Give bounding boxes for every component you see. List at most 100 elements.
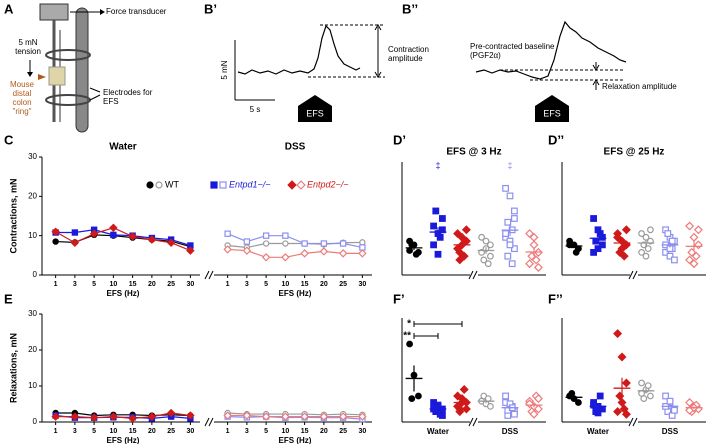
- marker: [617, 244, 627, 254]
- x-tick-label: 15: [301, 428, 309, 435]
- marker: [166, 238, 176, 247]
- stimulus-label: EFS: [306, 108, 324, 118]
- axis-break: [468, 270, 474, 280]
- marker: [617, 398, 627, 407]
- marker: [668, 237, 676, 245]
- marker: [338, 412, 348, 421]
- axis-break: [628, 417, 634, 427]
- marker: [613, 407, 623, 417]
- marker: [301, 240, 308, 247]
- x-tick-label: 3: [73, 281, 77, 288]
- marker: [504, 218, 512, 226]
- x-axis-label: EFS (Hz): [279, 436, 312, 444]
- label: Pre-contracted baseline (PGF2α): [470, 42, 555, 60]
- marker: [638, 248, 645, 256]
- y-tick-label: 0: [33, 417, 38, 426]
- stimulus-label: EFS: [543, 108, 561, 118]
- scale-label: 5 s: [250, 105, 261, 114]
- stimulus-marker: [298, 95, 332, 122]
- marker: [566, 241, 573, 249]
- group-label: Water: [587, 427, 609, 436]
- marker: [439, 215, 446, 222]
- marker: [262, 240, 270, 247]
- x-tick-label: 15: [129, 428, 137, 435]
- marker: [287, 180, 297, 190]
- marker: [478, 233, 486, 241]
- marker: [282, 240, 289, 247]
- marker: [358, 249, 367, 258]
- x-tick-label: 15: [301, 281, 309, 288]
- marker: [647, 226, 654, 234]
- group-label: Water: [427, 427, 449, 436]
- marker: [408, 395, 416, 403]
- x-tick-label: 25: [167, 281, 175, 288]
- x-tick-label: 1: [226, 428, 230, 435]
- marker: [146, 181, 154, 189]
- marker: [531, 255, 541, 265]
- x-tick-label: 3: [245, 428, 249, 435]
- marker: [487, 403, 494, 410]
- marker: [482, 237, 490, 245]
- marker: [670, 406, 678, 414]
- marker: [459, 385, 469, 394]
- axis-break: [208, 417, 214, 427]
- marker: [147, 235, 157, 244]
- x-tick-label: 3: [73, 428, 77, 435]
- marker: [436, 233, 444, 241]
- panel-label: D’: [393, 132, 406, 147]
- marker: [71, 229, 79, 236]
- marker: [109, 223, 118, 233]
- marker: [572, 248, 580, 256]
- significance-note: ‡: [507, 160, 512, 170]
- marker: [621, 225, 631, 235]
- marker: [685, 221, 695, 231]
- marker: [502, 184, 509, 192]
- marker: [282, 232, 289, 239]
- marker: [406, 247, 414, 254]
- y-tick-label: 10: [28, 381, 37, 390]
- marker: [525, 229, 535, 239]
- marker: [320, 240, 328, 247]
- marker: [487, 252, 494, 260]
- marker: [638, 379, 645, 387]
- marker: [529, 240, 539, 250]
- marker: [223, 411, 232, 420]
- marker: [415, 392, 422, 400]
- marker: [261, 412, 271, 421]
- x-tick-label: 30: [358, 281, 366, 288]
- label: 5 mN tension: [15, 38, 41, 56]
- marker: [243, 238, 251, 245]
- x-tick-label: 1: [54, 281, 58, 288]
- x-tick-label: 5: [264, 281, 268, 288]
- x-tick-label: 5: [264, 428, 268, 435]
- marker: [533, 262, 543, 272]
- marker: [504, 252, 512, 260]
- x-tick-label: 5: [92, 428, 96, 435]
- panel-label: B’’: [402, 1, 418, 16]
- marker: [186, 411, 195, 420]
- x-tick-label: 5: [92, 281, 96, 288]
- x-tick-label: 15: [129, 281, 137, 288]
- marker: [281, 253, 290, 262]
- marker: [590, 249, 597, 256]
- marker: [281, 412, 290, 421]
- marker: [511, 207, 518, 215]
- axis-break: [632, 270, 638, 280]
- x-tick-label: 30: [186, 428, 194, 435]
- y-tick-label: 0: [33, 270, 38, 279]
- scale-label: 5 mN: [220, 60, 229, 79]
- marker: [210, 181, 218, 189]
- panel-label: D’’: [548, 132, 564, 147]
- marker: [644, 382, 652, 390]
- marker: [70, 238, 80, 247]
- marker: [644, 245, 652, 253]
- marker: [594, 245, 602, 253]
- marker: [219, 181, 227, 189]
- x-tick-label: 25: [167, 428, 175, 435]
- label: Contraction amplitude: [388, 45, 429, 63]
- series-line: [55, 412, 191, 417]
- marker: [642, 252, 650, 260]
- y-axis-label: Contractions, mN: [8, 178, 18, 253]
- marker: [186, 246, 195, 255]
